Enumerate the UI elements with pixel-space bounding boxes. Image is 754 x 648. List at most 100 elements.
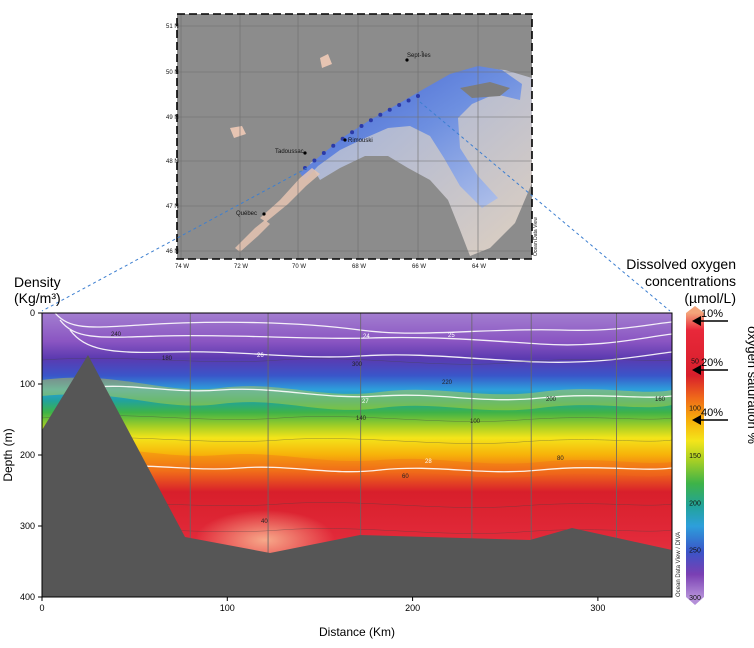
colorbar-bottom-cap: [686, 597, 704, 605]
contour-label: 220: [442, 380, 453, 386]
colorbar-tick-label: 250: [689, 548, 701, 555]
place-label: Rimouski: [348, 138, 373, 144]
arrow-label: 10%: [701, 308, 723, 320]
gulf-water: [300, 66, 522, 208]
guide-lines: [41, 101, 671, 312]
density-unit: (Kg/m³): [14, 290, 61, 306]
arrow-20: 20%: [692, 357, 728, 375]
x-tick-label: 0: [39, 603, 44, 613]
map-lat-tick: 47 N: [166, 204, 179, 210]
contour-label: 80: [557, 456, 564, 462]
density-title: Density: [14, 274, 61, 290]
x-tick-label: 100: [220, 603, 235, 613]
saturation-arrows: 10% 20% 40%: [692, 308, 728, 425]
map-station: [331, 143, 336, 148]
arrow-10: 10%: [692, 308, 728, 326]
map-credit: Ocean Data View: [533, 217, 539, 256]
oxygen-title-2: concentrations: [644, 273, 736, 289]
upper-estuary: [260, 168, 320, 222]
contour-label: 180: [162, 356, 173, 362]
x-tick-label: 300: [590, 603, 605, 613]
place-marker: [303, 151, 307, 155]
y-tick-label: 300: [20, 521, 35, 531]
map-lon-tick: 72 W: [234, 264, 248, 270]
map-lat-tick: 48 N: [166, 159, 179, 165]
colorbar-tick-label: 100: [689, 406, 701, 413]
y-tick-label: 400: [20, 592, 35, 602]
map-lat-tick: 46 N: [166, 249, 179, 255]
contour-label: 200: [546, 397, 557, 403]
oxygen-title-1: Dissolved oxygen: [626, 256, 736, 272]
map-lon-tick: 68 W: [352, 264, 366, 270]
place-label: Sept-Îles: [407, 52, 431, 59]
arrow-label: 40%: [701, 407, 723, 419]
orange-band: [42, 447, 672, 478]
place-marker: [343, 138, 347, 142]
density-label: 25: [448, 333, 455, 339]
map-station: [406, 98, 411, 103]
colorbar-top-cap: [686, 306, 704, 313]
map-station: [312, 158, 317, 163]
map-lon-tick: 70 W: [292, 264, 306, 270]
y-axis-label: Depth (m): [1, 428, 15, 481]
colorbar-tick-label: 150: [689, 453, 701, 460]
x-tick-label: 200: [405, 603, 420, 613]
lake-2: [320, 54, 332, 68]
contour-labels: 240 180 300 220 140 200 160 100 80 60 40…: [111, 332, 666, 525]
map-station: [378, 112, 383, 117]
arrow-label: 20%: [701, 357, 723, 369]
colorbar-ticks: 50 100 150 200 250 300: [689, 358, 701, 602]
guide-line-left: [41, 167, 308, 312]
arrow-40: 40%: [692, 407, 728, 425]
place-marker: [405, 58, 409, 62]
density-label: 27: [362, 399, 369, 405]
location-map: 51 N 50 N 49 N 48 N 47 N 46 N 74 W 72 W …: [166, 13, 539, 270]
map-lat-tick: 50 N: [166, 70, 179, 76]
lake-1: [230, 126, 246, 138]
map-station: [368, 118, 373, 123]
map-graticule: [177, 14, 532, 259]
colorbar-tick-label: 50: [691, 358, 699, 365]
anticosti-island: [460, 82, 510, 98]
map-lat-tick: 51 N: [166, 24, 179, 30]
map-station: [350, 130, 355, 135]
place-label: Québec: [236, 211, 257, 217]
contour-label: 160: [655, 397, 666, 403]
place-marker: [262, 212, 266, 216]
x-axis-label: Distance (Km): [319, 625, 395, 639]
contour-label: 60: [402, 474, 409, 480]
density-label: 26: [257, 353, 264, 359]
yellow-band: [42, 377, 672, 411]
density-contours: [54, 313, 672, 473]
contour-label: 140: [356, 416, 367, 422]
map-lon-tick: 66 W: [412, 264, 426, 270]
colorbar-tick-label: 300: [689, 595, 701, 602]
y-tick-label: 0: [30, 308, 35, 318]
contour-label: 100: [470, 419, 481, 425]
contour-label: 300: [352, 362, 363, 368]
river: [235, 220, 270, 252]
x-axis: 0 100 200 300: [39, 597, 605, 613]
contour-label: 240: [111, 332, 122, 338]
map-station: [397, 103, 402, 107]
place-label: Tadoussac: [275, 149, 304, 155]
oxygen-unit: (µmol/L): [684, 290, 736, 306]
map-lat-tick: 49 N: [166, 115, 179, 121]
colorbar: [686, 313, 704, 597]
map-stations: [303, 94, 420, 170]
saturation-axis-label: oxygen saturation %: [745, 326, 754, 444]
y-axis: 0 100 200 300 400: [20, 308, 42, 602]
density-label: 28: [425, 459, 432, 465]
seafloor-bathymetry: [42, 355, 672, 597]
shelf-water: [310, 68, 532, 256]
map-lon-tick: 64 W: [472, 264, 486, 270]
y-tick-label: 200: [20, 450, 35, 460]
guide-line-right: [419, 101, 671, 312]
map-station: [416, 94, 420, 98]
map-station: [387, 107, 392, 112]
contour-label: 40: [261, 519, 268, 525]
section-chart: 240 180 300 220 140 200 160 100 80 60 40…: [1, 306, 754, 639]
oxygen-field: 240 180 300 220 140 200 160 100 80 60 40…: [42, 313, 672, 597]
map-station: [359, 124, 364, 128]
